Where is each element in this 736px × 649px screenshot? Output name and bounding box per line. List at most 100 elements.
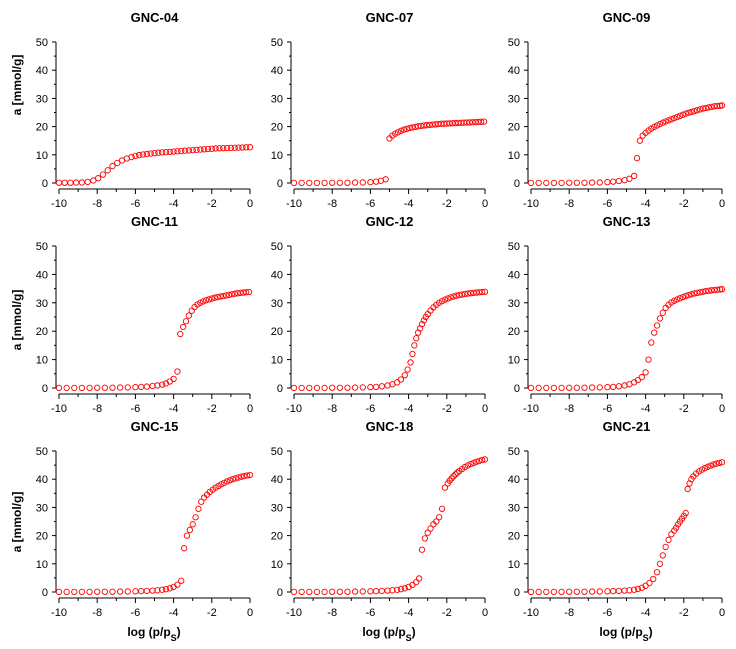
y-tick-label: 50 [36,446,48,458]
data-point [478,288,486,296]
data-point [151,149,158,157]
x-tick-label: -4 [641,607,651,619]
data-point [192,514,199,521]
data-point [137,383,145,391]
data-point [718,286,726,293]
y-tick-label: 30 [36,502,48,514]
panel-gnc-09: GNC-09 0 10 20 30 40 50 -10 -8 -6 -4 -2 0 [508,10,726,210]
data-point [290,384,298,392]
data-point [336,588,343,595]
x-tick-label: -8 [327,607,337,619]
x-tick-label: -6 [603,403,613,415]
data-point [389,587,396,594]
x-tick-label: -6 [131,198,141,210]
data-point [228,291,236,298]
panel-gnc-04: GNC-04 0 10 20 30 40 50 -10 -8 -6 -4 -2 0 [36,10,254,210]
data-point [550,384,558,392]
data-point [401,372,408,379]
y-tick-label: 50 [271,241,283,253]
data-point [313,179,321,187]
y-tick-label: 40 [508,269,520,281]
data-point [397,586,405,593]
y-tick-label: 40 [508,474,520,486]
x-tick-label: -4 [404,607,414,619]
series-gnc-15 [55,471,254,596]
data-point [427,525,434,532]
data-point [193,146,200,154]
series-gnc-21 [527,459,726,596]
y-tick-label: 40 [271,474,283,486]
data-point [101,384,108,391]
data-point [132,383,139,391]
x-tick-label: -2 [442,403,452,415]
series-gnc-12 [290,288,489,392]
data-point [189,521,196,528]
data-point [448,475,455,482]
data-point [404,366,411,373]
data-point [382,176,389,183]
data-point [195,505,202,512]
panel-grid: GNC-04 0 10 20 30 40 50 -10 -8 -6 -4 -2 0 GNC-07 0 10 20… [36,10,726,619]
data-point [162,586,170,593]
data-point [229,476,236,483]
data-point [403,125,410,133]
data-point [200,298,207,305]
data-point [467,460,474,468]
y-tick-label: 30 [508,93,520,105]
data-point [573,179,580,186]
x-tick-label: 0 [247,607,253,619]
data-point [646,579,653,587]
data-point [235,144,242,151]
data-point [691,290,698,297]
data-point [216,145,223,152]
data-point [109,384,116,391]
data-point [676,112,684,120]
panel-title: GNC-09 [603,10,651,25]
data-point [696,106,704,113]
data-point [71,588,78,596]
x-tick-label: 0 [719,403,725,415]
data-point [581,384,588,391]
series-gnc-09 [527,102,726,187]
x-tick-label: -8 [92,198,102,210]
data-point [699,105,707,112]
data-point [433,518,440,525]
data-point [478,456,486,464]
data-point [588,588,596,595]
data-point [55,384,63,392]
data-point [63,588,70,596]
data-point [182,318,190,325]
xlabel-main: log (p/p [127,625,170,639]
ylabel-row-2: a [mmol/g] [10,290,24,351]
panel-title: GNC-15 [131,419,179,434]
y-tick-label: 20 [271,326,283,338]
data-point [109,588,116,595]
data-point [447,294,454,301]
x-tick-label: -2 [207,198,217,210]
data-point [535,588,542,596]
data-point [86,588,93,596]
data-point [67,179,74,186]
data-point [132,588,139,595]
data-point [688,291,695,298]
series-gnc-04 [55,144,254,186]
data-point [397,127,405,134]
y-tick-label: 30 [36,93,48,105]
data-point [154,382,161,389]
y-tick-label: 40 [508,65,520,77]
x-tick-label: -8 [327,198,337,210]
data-point [436,514,443,521]
data-point [615,177,623,185]
data-point [132,152,139,160]
x-tick-label: -8 [92,403,102,415]
x-tick-label: -4 [404,198,414,210]
data-point [143,383,151,390]
data-point [470,459,477,466]
data-point [673,296,681,303]
data-point [573,384,580,391]
data-point [630,586,638,593]
data-point [367,178,374,186]
data-point [527,384,535,392]
x-tick-label: -2 [442,607,452,619]
data-point [636,137,644,144]
